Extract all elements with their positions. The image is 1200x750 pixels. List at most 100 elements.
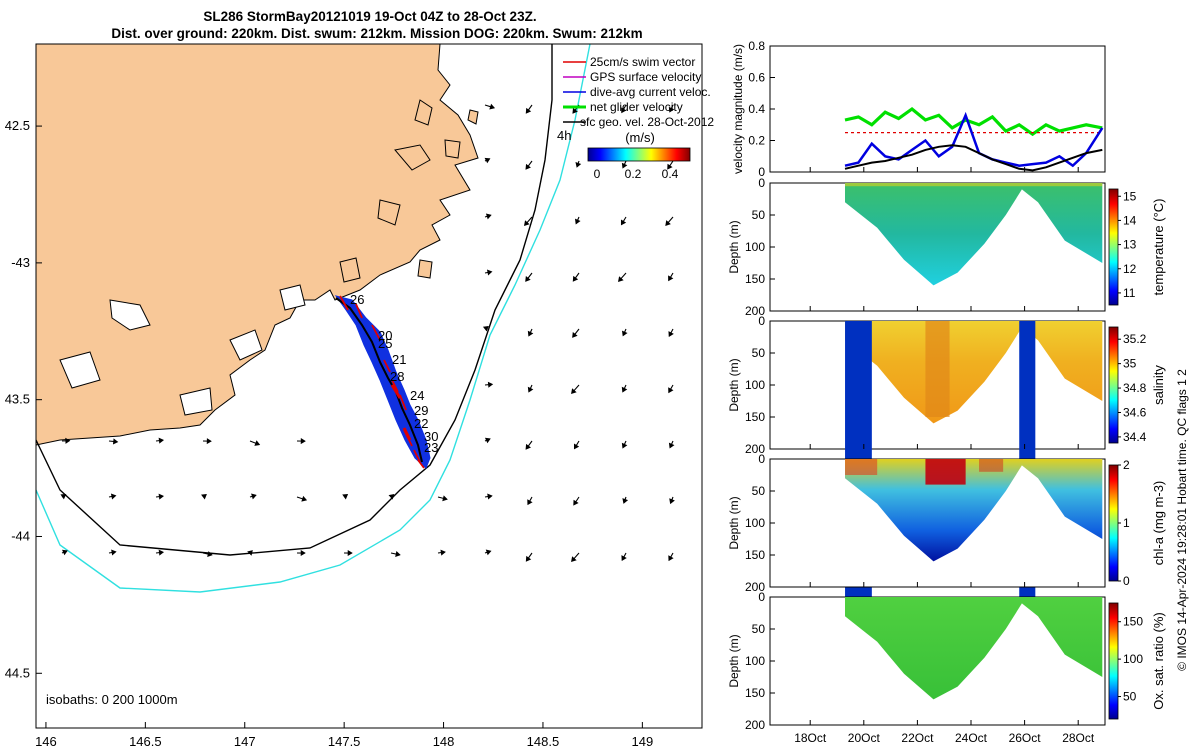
track-day-labels: 26 20 25 21 28 24 29 22 30 23: [350, 292, 438, 455]
current-arrow-head: [484, 437, 491, 444]
current-arrow-head: [487, 493, 493, 500]
depth-tick-label: 50: [752, 346, 766, 360]
colorbar-label-oxygen: Ox. sat. ratio (%): [1151, 612, 1166, 710]
current-arrow-head: [482, 326, 489, 332]
figure-title-line2: Dist. over ground: 220km. Dist. swum: 21…: [111, 26, 642, 41]
velocity-ticks: 0 0.2 0.4 0.6 0.8: [748, 39, 775, 179]
map-ytick-label: -43: [11, 255, 30, 270]
current-arrow-head: [573, 499, 579, 506]
section-fill-oxygen: [845, 597, 1103, 700]
current-arrow-head: [254, 440, 261, 446]
velocity-ytick-label: 0.8: [748, 39, 765, 53]
time-tick-label: 24Oct: [955, 731, 988, 745]
day-label: 25: [378, 336, 392, 351]
current-arrow-head: [347, 549, 353, 557]
time-axis: 18Oct 20Oct 22Oct 24Oct 26Oct 28Oct: [794, 731, 1095, 745]
map-colorbar-title: (m/s): [625, 130, 655, 145]
current-arrow-head: [110, 493, 117, 500]
depth-tick-label: 150: [745, 410, 765, 424]
current-arrow-head: [573, 443, 580, 450]
velocity-ytick-label: 0: [758, 165, 765, 179]
current-arrow-head: [158, 437, 164, 444]
colorbar-tick-label: 2: [1123, 458, 1130, 472]
current-arrow-head: [301, 495, 308, 502]
map-xtick-label: 148.5: [527, 734, 560, 749]
colorbar-tick-label: 14: [1123, 213, 1137, 227]
colorbar-label-chl-a: chl-a (mg m-3): [1151, 481, 1166, 566]
day-label: 28: [390, 369, 404, 384]
track-outline: [334, 295, 431, 469]
depth-tick-label: 100: [745, 654, 765, 668]
velocity-series-dive_avg: [844, 111, 1104, 168]
time-tick-label: 22Oct: [901, 731, 934, 745]
current-arrow-head: [525, 275, 531, 282]
temperature-surface: [845, 183, 1103, 187]
current-arrow-head: [111, 549, 117, 556]
current-arrow-head: [486, 269, 493, 276]
map-xtick-label: 147.5: [328, 734, 361, 749]
current-arrow-head: [669, 498, 675, 505]
current-arrow-head: [342, 494, 349, 500]
current-arrow-head: [247, 550, 253, 556]
colorbar-salinity: [1108, 326, 1119, 444]
current-arrow-head: [621, 386, 628, 393]
current-arrow-head: [621, 107, 627, 114]
current-arrow-head: [485, 213, 492, 220]
time-tick-label: 18Oct: [794, 731, 827, 745]
colorbar-tick-label: 0: [1123, 574, 1130, 588]
colorbar-tick-label: 34.6: [1123, 405, 1147, 419]
depth-tick-label: 50: [752, 484, 766, 498]
map-xtick-label: 146: [35, 734, 57, 749]
colorbar-oxygen: [1108, 602, 1119, 720]
current-arrow-head: [300, 549, 306, 557]
current-arrow-head: [575, 161, 582, 168]
velocity-panel: 0 0.2 0.4 0.6 0.8 velocity magnitude (m/s): [731, 39, 1106, 179]
current-arrow-head: [525, 163, 531, 170]
current-arrow-head: [668, 442, 675, 449]
current-arrow-head: [442, 495, 448, 502]
current-vectors: [60, 103, 675, 562]
section-ylabel: Depth (m): [727, 220, 741, 273]
current-arrow-head: [489, 103, 496, 110]
colorbar-tick-label: 150: [1123, 615, 1143, 629]
day-label: 24: [410, 388, 424, 403]
velocity-ytick-label: 0.6: [748, 71, 765, 85]
depth-tick-label: 150: [745, 686, 765, 700]
depth-tick-label: 100: [745, 240, 765, 254]
current-arrow-head: [621, 442, 628, 449]
colorbar-tick-label: 1: [1123, 516, 1130, 530]
legend-sfc-geo: sfc geo. vel. 28-Oct-2012: [580, 115, 714, 129]
chl-bloom: [845, 459, 878, 475]
depth-tick-label: 0: [758, 176, 765, 190]
day-label: 20: [378, 328, 392, 343]
map-ytick-label: 43.5: [5, 392, 30, 407]
depth-tick-label: 0: [758, 590, 765, 604]
side-credit: © IMOS 14-Apr-2024 19:28:01 Hobart time.…: [1175, 369, 1189, 671]
colorbar-tick-label: 34.4: [1123, 430, 1147, 444]
colorbar-tick-label: 100: [1123, 652, 1143, 666]
current-arrow-head: [388, 494, 395, 500]
current-arrow-head: [571, 388, 577, 394]
current-arrow-head: [158, 493, 164, 500]
velocity-ylabel: velocity magnitude (m/s): [731, 44, 745, 174]
current-arrow-head: [527, 499, 533, 506]
depth-tick-label: 200: [745, 442, 765, 456]
map-ytick-label: 44.5: [5, 665, 30, 680]
current-arrow-head: [571, 556, 577, 562]
current-arrow-head: [484, 157, 491, 164]
map-colorbar-tick: 0.4: [662, 167, 679, 181]
current-arrow-head: [300, 438, 306, 445]
map-colorbar: (m/s) 0 0.2 0.4: [587, 130, 691, 181]
depth-tick-label: 50: [752, 208, 766, 222]
depth-tick-label: 200: [745, 718, 765, 732]
legend-dive-avg: dive-avg current veloc.: [590, 85, 711, 99]
velocity-series-net_glider: [844, 106, 1103, 137]
land-mass: [36, 44, 479, 446]
colorbar-label-salinity: salinity: [1151, 365, 1166, 405]
isobaths-label: isobaths: 0 200 1000m: [46, 692, 178, 707]
time-tick-label: 20Oct: [848, 731, 881, 745]
current-arrow-head: [440, 549, 446, 556]
current-arrow-head: [201, 494, 207, 500]
map-xtick-label: 147: [234, 734, 256, 749]
